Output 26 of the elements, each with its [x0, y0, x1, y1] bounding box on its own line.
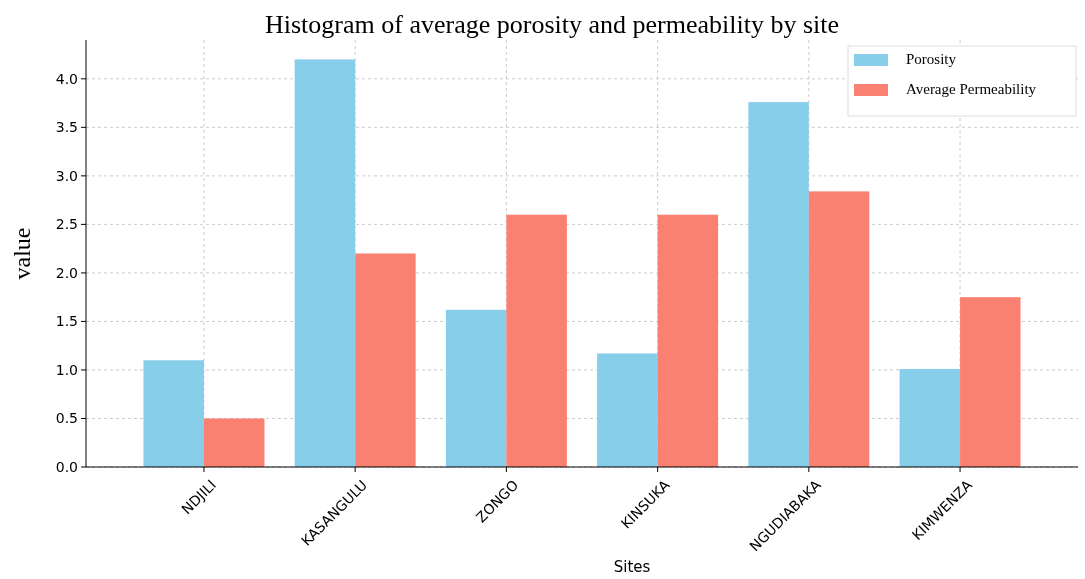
bar	[445, 309, 507, 467]
y-tick-label: 1.5	[55, 313, 78, 330]
chart-title: Histogram of average porosity and permeability by site	[264, 10, 840, 39]
y-tick-label: 0.5	[55, 410, 78, 427]
bar	[203, 418, 265, 467]
y-axis-title: value	[9, 227, 35, 280]
y-tick-label: 3.0	[55, 167, 78, 184]
bar	[960, 297, 1021, 467]
bar	[143, 360, 204, 467]
bar	[657, 214, 719, 467]
bar	[294, 59, 356, 467]
bar	[597, 353, 658, 467]
bar	[808, 191, 870, 467]
y-tick-label: 2.0	[55, 264, 78, 281]
bar	[506, 214, 567, 467]
bar	[355, 253, 416, 467]
legend-label: Average Permeability	[906, 81, 1037, 97]
y-tick-label: 0.0	[55, 458, 78, 475]
y-tick-label: 4.0	[55, 70, 78, 87]
x-axis-title: Sites	[613, 558, 651, 576]
y-tick-label: 3.5	[55, 119, 78, 136]
legend-label: Porosity	[906, 51, 957, 67]
bar	[748, 102, 809, 467]
y-tick-label: 2.5	[55, 216, 78, 233]
y-tick-label: 1.0	[55, 361, 78, 378]
bar	[899, 368, 961, 467]
